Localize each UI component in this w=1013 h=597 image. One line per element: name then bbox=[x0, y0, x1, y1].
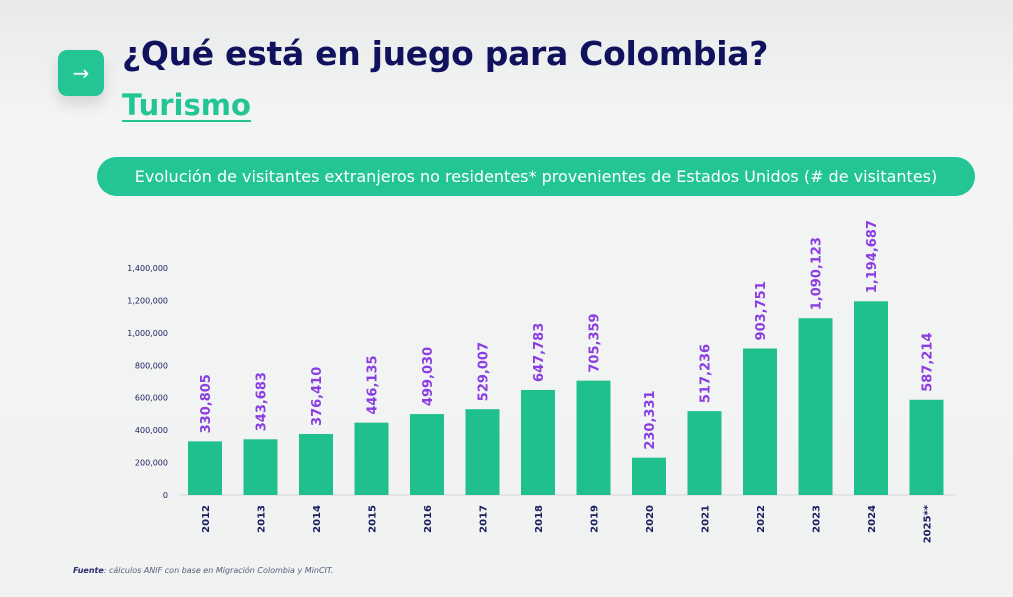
bar bbox=[854, 301, 888, 495]
x-tick-label: 2021 bbox=[701, 505, 712, 533]
bar bbox=[743, 348, 777, 495]
data-label: 587,214 bbox=[921, 333, 936, 392]
chart-title: Evolución de visitantes extranjeros no r… bbox=[97, 157, 975, 196]
x-tick-label: 2018 bbox=[534, 505, 545, 533]
bar bbox=[299, 433, 333, 495]
data-label: 1,194,687 bbox=[865, 220, 880, 293]
source-label: Fuente bbox=[73, 566, 104, 575]
data-label: 1,090,123 bbox=[810, 237, 825, 310]
x-tick-label: 2014 bbox=[312, 505, 323, 533]
x-tick-label: 2012 bbox=[201, 505, 212, 533]
bar bbox=[687, 411, 722, 495]
data-label: 446,135 bbox=[366, 355, 381, 414]
bar bbox=[909, 399, 944, 495]
x-tick-label: 2019 bbox=[590, 505, 601, 533]
x-tick-label: 2022 bbox=[756, 505, 767, 533]
data-label: 517,236 bbox=[699, 344, 714, 403]
bar bbox=[465, 409, 500, 495]
source-text: : cálculos ANIF con base en Migración Co… bbox=[103, 566, 334, 575]
data-label: 230,331 bbox=[643, 390, 658, 449]
y-tick-label: 600,000 bbox=[135, 394, 168, 403]
source-note: Fuente: cálculos ANIF con base en Migrac… bbox=[73, 566, 333, 575]
x-tick-label: 2020 bbox=[645, 505, 656, 533]
data-label: 499,030 bbox=[421, 347, 436, 406]
x-tick-label: 2015 bbox=[368, 505, 379, 533]
data-label: 529,007 bbox=[477, 342, 492, 401]
page-title: ¿Qué está en juego para Colombia? bbox=[122, 34, 769, 73]
bar bbox=[188, 441, 222, 495]
y-tick-label: 1,000,000 bbox=[127, 329, 168, 338]
x-tick-label: 2023 bbox=[812, 505, 823, 533]
bar bbox=[632, 457, 666, 495]
data-label: 376,410 bbox=[310, 367, 325, 426]
x-tick-label: 2025** bbox=[923, 504, 934, 543]
bar bbox=[521, 389, 555, 495]
y-tick-label: 800,000 bbox=[135, 361, 168, 370]
data-label: 330,805 bbox=[199, 374, 214, 433]
y-tick-label: 0 bbox=[163, 491, 168, 500]
bar bbox=[576, 380, 611, 495]
y-tick-label: 400,000 bbox=[135, 426, 168, 435]
x-tick-label: 2024 bbox=[867, 505, 878, 533]
x-tick-label: 2013 bbox=[257, 505, 268, 533]
x-tick-label: 2016 bbox=[423, 505, 434, 533]
data-label: 647,783 bbox=[532, 323, 547, 382]
y-tick-label: 1,200,000 bbox=[127, 296, 168, 305]
data-label: 343,683 bbox=[255, 372, 270, 431]
data-label: 903,751 bbox=[754, 281, 769, 340]
bar bbox=[410, 414, 444, 495]
x-tick-label: 2017 bbox=[479, 505, 490, 533]
y-tick-label: 200,000 bbox=[135, 459, 168, 468]
y-tick-label: 1,400,000 bbox=[127, 264, 168, 273]
page-subtitle: Turismo bbox=[122, 88, 251, 122]
bar bbox=[243, 439, 278, 495]
bar bbox=[798, 318, 833, 495]
data-label: 705,359 bbox=[588, 313, 603, 372]
bar bbox=[354, 422, 389, 495]
arrow-right-icon[interactable]: → bbox=[58, 50, 104, 96]
